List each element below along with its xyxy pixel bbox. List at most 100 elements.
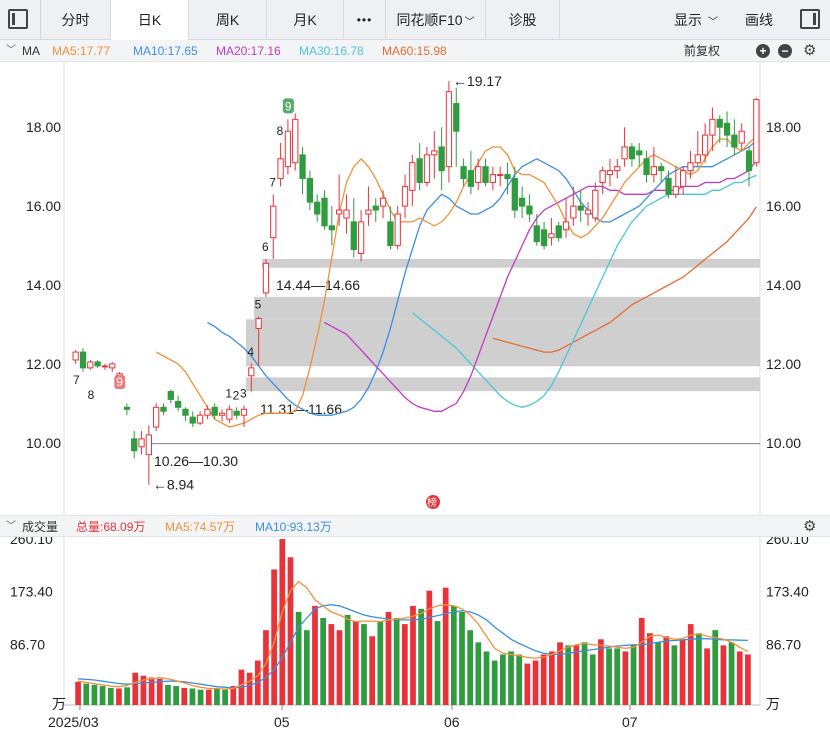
x-tick-label: 05 [274,714,290,730]
td-nine-badge [282,98,294,114]
display-label: 显示 [674,12,702,28]
td-count-label: 4 [247,345,254,359]
volume-bar [524,663,531,705]
candle-up [357,221,365,254]
volume-bar [181,687,188,705]
volume-bar [361,624,367,705]
toggle-right-panel-icon[interactable] [800,9,820,29]
candle-up [592,189,599,219]
volume-y-tick-left: 260.10 [10,537,53,547]
x-tick-label: 2025/03 [48,714,99,730]
volume-bar [385,611,392,705]
volume-bar [598,639,604,705]
candle-up [138,438,145,448]
volume-bar [434,621,441,705]
ma5-value: MA5:17.77 [52,44,111,58]
volume-bar [418,608,425,705]
candle-up [680,170,687,187]
zoom-out-icon[interactable]: − [778,44,792,58]
volume-bar [622,651,629,705]
volume-settings-gear-icon[interactable]: ⚙ [803,518,817,535]
candle-down [189,416,196,424]
x-tick-label: 07 [622,714,638,730]
candle-down [79,351,87,369]
candle-down [328,225,335,231]
candle-up [445,91,453,168]
gap-zone [246,377,760,392]
candlestick-chart[interactable]: 14.44—14.6613.13—13.7011.94—13.1311.31—1… [0,62,830,515]
diagnose-button[interactable]: 诊股 [486,0,560,40]
candle-up [431,150,438,156]
settings-gear-icon[interactable]: ⚙ [803,42,817,59]
low-price-label: ←8.94 [153,477,194,493]
candle-up [650,166,658,176]
rank-badge-icon [426,495,440,509]
chevron-down-icon: ﹀ [708,17,718,28]
candle-down [321,197,328,227]
candle-up [101,365,109,368]
volume-bar [287,557,294,705]
candle-up [738,130,745,144]
volume-y-tick-left: 86.70 [10,636,45,652]
candle-up [255,318,262,329]
tab-daily-k[interactable]: 日K [111,0,189,40]
volume-bar [303,630,310,705]
candle-up [153,406,160,428]
volume-bar [410,605,416,705]
chevron-down-icon: ﹀ [464,17,475,28]
candle-down [453,103,460,132]
tab-weekly-k[interactable]: 周K [189,0,267,40]
candle-up [423,154,431,183]
toggle-left-panel-icon[interactable] [8,9,28,29]
ma-label[interactable]: MA [22,44,40,58]
volume-bar [426,590,433,705]
volume-bar [720,645,727,705]
volume-bar [279,539,286,705]
candle-up [145,434,152,456]
ma5-line [155,135,757,428]
volume-bar [401,624,408,705]
f10-dropdown[interactable]: 同花顺F10 ﹀ [386,0,486,40]
candle-down [482,166,489,183]
display-dropdown[interactable]: 显示 ﹀ [674,0,718,40]
volume-bar [712,630,719,705]
volume-ma5: MA5:74.57万 [165,520,236,534]
adjust-label: 前复权 [684,44,721,58]
volume-bar [549,651,555,705]
volume-chart[interactable]: 260.10 260.10 173.40 173.40 86.70 86.70 万 万 2025… [0,537,830,737]
collapse-chevron-icon[interactable]: ﹀ [6,45,16,56]
volume-bar [75,681,81,705]
draw-line-button[interactable]: 画线 [745,12,773,28]
candle-down [131,438,138,452]
volume-y-tick-right: 173.40 [766,584,809,600]
candle-up [709,118,716,136]
volume-bar [156,678,163,705]
candle-down [533,225,540,243]
volume-bar [655,642,661,705]
candle-down [723,122,731,136]
tab-monthly-k[interactable]: 月K [267,0,344,40]
volume-bar [663,636,670,705]
volume-bar [83,683,90,705]
candle-up [497,174,504,177]
tab-intraday[interactable]: 分时 [41,0,111,40]
candle-up [621,146,628,160]
gap-zone [262,258,760,268]
y-tick-label-right: 16.00 [766,198,801,214]
volume-y-tick-right: 万 [766,696,780,712]
more-periods-button[interactable]: ••• [344,0,386,40]
candle-up [365,209,372,215]
candle-up [687,162,694,172]
collapse-chevron-icon[interactable]: ﹀ [6,521,16,532]
volume-y-tick-left: 173.40 [10,584,53,600]
candle-up [584,209,592,215]
volume-bar [540,654,547,705]
candle-down [314,201,321,215]
volume-bar [728,642,735,705]
volume-label[interactable]: 成交量 [22,520,59,534]
zoom-in-icon[interactable]: + [756,44,770,58]
volume-bar [606,648,612,705]
y-tick-label-left: 18.00 [26,119,61,135]
candle-down [658,166,665,172]
candle-down [540,229,548,247]
